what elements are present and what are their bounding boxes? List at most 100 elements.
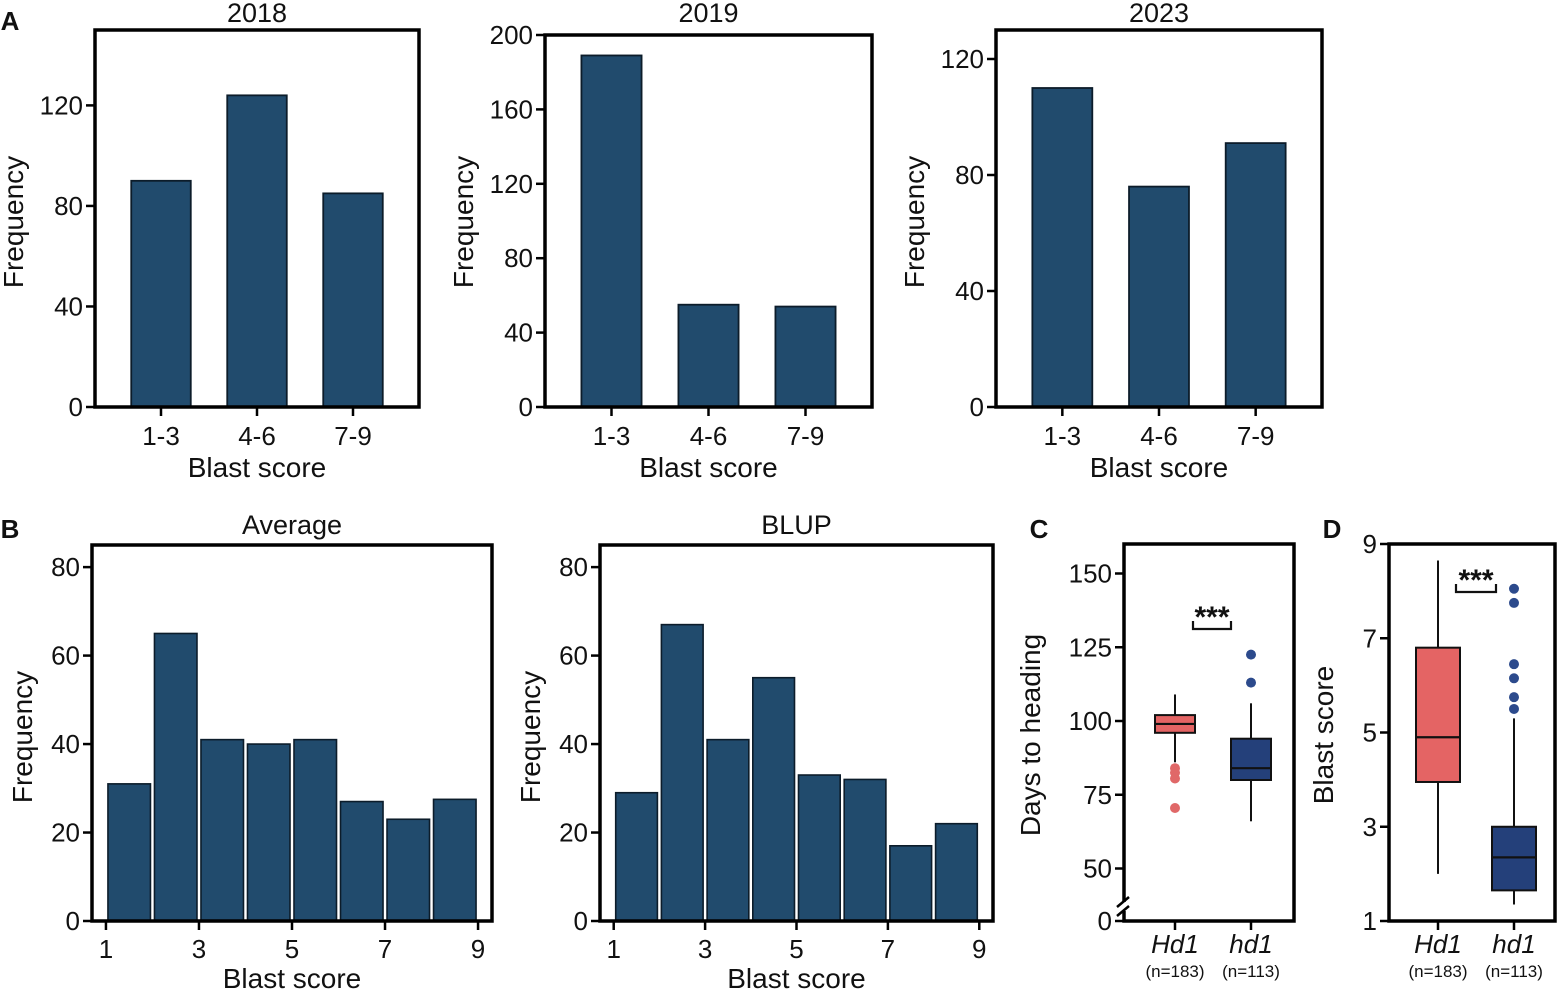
- chart-2023: 1-3 4-6 7-9 0 40 80 120 2023 Blast score Frequenc…: [899, 0, 1324, 483]
- chart-2018-ylabel: Frequency: [0, 156, 29, 288]
- chart-average-xtick-label: 1: [99, 934, 113, 964]
- chart-blup: 1 3 5 7 9 0 20 40 60 80 BLUP Blast score Frequency: [515, 510, 995, 994]
- chart-panel-c: 50 75 100 125 150 0 Hd1 (n=183) hd1 (n=113) *** Day…: [1015, 542, 1296, 981]
- chart-panel-c-significance-label: ***: [1194, 601, 1229, 634]
- chart-panel-c-axis-break-mark: [1116, 896, 1130, 908]
- chart-panel-c-hd1-mut-label: hd1: [1229, 929, 1272, 959]
- chart-2023-ytick-label: 80: [955, 160, 984, 190]
- panel-label-c: C: [1030, 514, 1049, 544]
- chart-2018-ytick-label: 80: [54, 191, 83, 221]
- chart-2019-ylabel: Frequency: [448, 156, 479, 288]
- chart-2023-bar: [1224, 142, 1287, 408]
- chart-2019-frame: [543, 33, 874, 409]
- chart-panel-d-hd1-mut-outlier: [1509, 692, 1519, 703]
- chart-blup-xtick-label: 1: [606, 934, 620, 964]
- chart-2018-xtick-label: 4-6: [238, 421, 276, 451]
- chart-2018-ytick-label: 40: [54, 291, 83, 321]
- panel-label-a: A: [1, 6, 20, 36]
- chart-panel-d: 1 3 5 7 9 Hd1 (n=183) hd1 (n=113) *** Blast score: [1308, 529, 1557, 981]
- chart-2019-bar: [580, 54, 643, 408]
- chart-2019: 1-3 4-6 7-9 0 40 80 120 160 200 2019 Blast score Fr…: [448, 0, 874, 483]
- chart-2018-xtick-label: 7-9: [334, 421, 372, 451]
- chart-panel-c-hd1-mut-outlier: [1246, 677, 1256, 688]
- chart-panel-c-hd1-mut-n-label: (n=113): [1222, 962, 1280, 981]
- chart-2019-xtick-label: 1-3: [593, 421, 631, 451]
- chart-panel-c-axis-break-gap: [1116, 902, 1132, 911]
- chart-blup-bar: [797, 774, 841, 922]
- chart-blup-ytick-label: 0: [574, 906, 588, 936]
- chart-average-bar: [246, 743, 291, 922]
- chart-2019-ytick-label: 80: [504, 243, 533, 273]
- chart-2018-xlabel: Blast score: [188, 452, 327, 483]
- chart-blup-bar: [752, 676, 796, 922]
- chart-panel-c-axis-break-mark: [1116, 905, 1130, 917]
- chart-2019-ytick-label: 160: [490, 94, 533, 124]
- chart-2023-title: 2023: [1129, 0, 1189, 28]
- chart-2018-ytick-label: 0: [69, 392, 83, 422]
- chart-2023-ytick-label: 0: [970, 392, 984, 422]
- chart-blup-ytick-label: 80: [559, 552, 588, 582]
- chart-blup-xtick-label: 7: [881, 934, 895, 964]
- chart-panel-d-ytick-label: 5: [1363, 718, 1377, 748]
- chart-average-bar: [386, 818, 431, 922]
- chart-2018-xtick-label: 1-3: [142, 421, 180, 451]
- chart-panel-c-ytick-label: 50: [1083, 854, 1112, 884]
- chart-average-title: Average: [242, 510, 342, 540]
- chart-2018-frame: [93, 28, 421, 409]
- chart-blup-bar: [660, 623, 704, 922]
- chart-blup-bar: [614, 791, 659, 922]
- chart-2018-bar: [130, 179, 192, 408]
- chart-blup-xlabel: Blast score: [727, 963, 866, 994]
- chart-panel-c-ytick-label: 75: [1083, 780, 1112, 810]
- chart-panel-d-hd1-wt-label: Hd1: [1414, 929, 1462, 959]
- chart-average-bar: [200, 738, 245, 922]
- chart-blup-bar: [934, 822, 979, 922]
- chart-2019-xtick-label: 7-9: [787, 421, 825, 451]
- chart-panel-d-hd1-mut-outlier: [1509, 673, 1519, 684]
- chart-panel-d-hd1-mut-box: [1491, 825, 1537, 892]
- chart-average-bar: [153, 632, 198, 922]
- chart-panel-d-ylabel: Blast score: [1308, 666, 1339, 805]
- panel-label-b: B: [1, 514, 20, 544]
- chart-average-frame: [90, 543, 494, 923]
- chart-2019-ytick-label: 200: [490, 20, 533, 50]
- chart-2023-xlabel: Blast score: [1090, 452, 1229, 483]
- chart-average-ytick-label: 80: [51, 552, 80, 582]
- chart-2018: 1-3 4-6 7-9 0 40 80 120 2018 Blast score Frequenc…: [0, 0, 421, 483]
- chart-average-bar: [339, 800, 384, 922]
- chart-panel-d-ytick-label: 3: [1363, 812, 1377, 842]
- chart-blup-ylabel: Frequency: [515, 671, 546, 803]
- chart-average-xtick-label: 7: [378, 934, 392, 964]
- chart-2019-bar: [774, 305, 837, 408]
- chart-2023-frame: [994, 28, 1324, 409]
- chart-blup-bar: [843, 778, 887, 922]
- chart-blup-ytick-label: 20: [559, 818, 588, 848]
- chart-panel-c-ylabel: Days to heading: [1015, 634, 1046, 836]
- chart-panel-d-hd1-mut-label: hd1: [1492, 929, 1535, 959]
- chart-panel-c-ytick-label: 125: [1069, 632, 1112, 662]
- chart-2018-bar: [322, 192, 384, 408]
- chart-2023-xtick-label: 4-6: [1140, 421, 1178, 451]
- chart-panel-d-significance-label: ***: [1458, 564, 1493, 597]
- panel-label-d: D: [1323, 514, 1342, 544]
- chart-blup-frame: [598, 543, 995, 923]
- chart-panel-c-ytick-label: 150: [1069, 559, 1112, 589]
- chart-panel-c-hd1-wt-outlier: [1170, 803, 1180, 814]
- chart-average-xtick-label: 9: [471, 934, 485, 964]
- chart-2019-ytick-label: 120: [490, 169, 533, 199]
- chart-panel-d-hd1-mut-outlier: [1509, 597, 1519, 608]
- chart-blup-ytick-label: 40: [559, 729, 588, 759]
- chart-average-ytick-label: 20: [51, 818, 80, 848]
- chart-panel-d-hd1-mut-outlier: [1509, 703, 1519, 714]
- chart-panel-c-hd1-wt-n-label: (n=183): [1145, 962, 1204, 981]
- chart-panel-d-hd1-wt-n-label: (n=183): [1408, 962, 1467, 981]
- chart-2023-xtick-label: 7-9: [1237, 421, 1275, 451]
- chart-panel-d-significance-bracket: [1454, 584, 1498, 594]
- chart-panel-c-hd1-wt-outlier: [1170, 763, 1180, 774]
- chart-panel-c-ytick-label-zero: 0: [1098, 906, 1112, 936]
- chart-blup-ytick-label: 60: [559, 641, 588, 671]
- chart-2019-title: 2019: [678, 0, 738, 28]
- chart-panel-d-ytick-label: 1: [1363, 906, 1377, 936]
- chart-average-xtick-label: 3: [192, 934, 206, 964]
- chart-panel-d-hd1-mut-outlier: [1509, 583, 1519, 594]
